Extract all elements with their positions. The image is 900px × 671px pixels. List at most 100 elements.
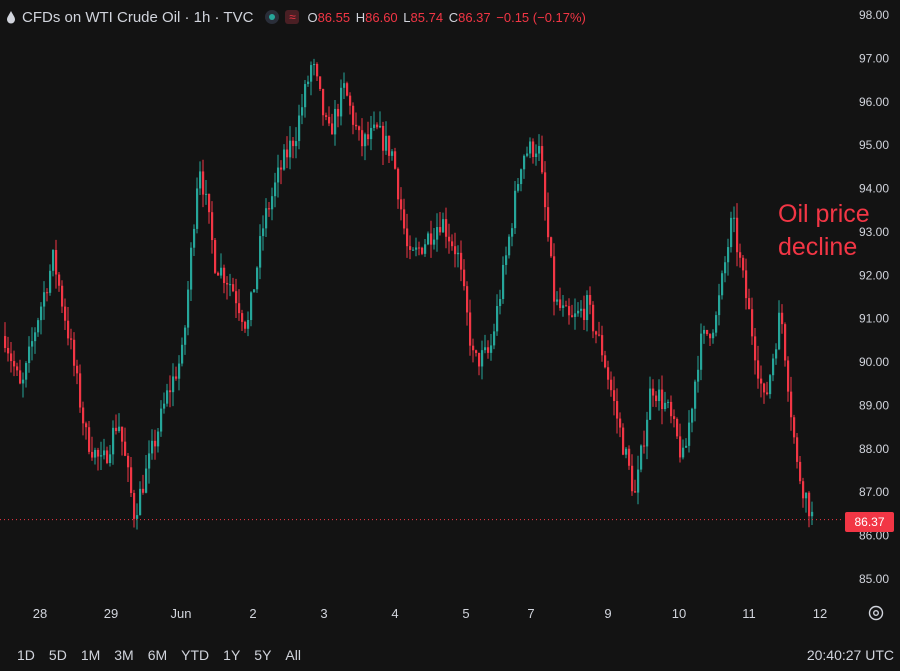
price-tick-label: 98.00 bbox=[859, 8, 889, 22]
candle-body bbox=[733, 217, 736, 219]
range-1m[interactable]: 1M bbox=[80, 646, 101, 663]
candle-body bbox=[673, 416, 676, 419]
range-5d[interactable]: 5D bbox=[48, 646, 67, 663]
candle-body bbox=[268, 208, 271, 210]
candle-body bbox=[148, 453, 151, 469]
range-1y[interactable]: 1Y bbox=[223, 646, 241, 663]
candle-body bbox=[157, 431, 160, 447]
candle-body bbox=[502, 264, 505, 300]
candle-body bbox=[379, 125, 382, 128]
gear-icon[interactable] bbox=[867, 604, 885, 622]
range-5y[interactable]: 5Y bbox=[254, 646, 272, 663]
candle-body bbox=[520, 169, 523, 185]
candle-body bbox=[43, 292, 46, 307]
candle-body bbox=[328, 116, 331, 124]
price-axis[interactable]: 98.00 97.00 96.00 95.00 94.00 93.00 92.00 91.00… bbox=[859, 8, 889, 586]
candle-body bbox=[340, 87, 343, 117]
candle-body bbox=[40, 306, 43, 321]
candle-body bbox=[637, 469, 640, 493]
candle-body bbox=[760, 378, 763, 384]
candle-body bbox=[394, 151, 397, 169]
candle-body bbox=[145, 468, 148, 493]
candle-body bbox=[202, 171, 205, 195]
candle-body bbox=[460, 252, 463, 270]
candle-body bbox=[625, 448, 628, 455]
candle-body bbox=[610, 379, 613, 391]
candle-body bbox=[703, 329, 706, 334]
time-tick-label: 7 bbox=[527, 606, 534, 621]
candle-body bbox=[79, 373, 82, 408]
range-all[interactable]: All bbox=[285, 646, 301, 663]
candle-body bbox=[397, 168, 400, 200]
candle-body bbox=[76, 365, 79, 374]
candle-body bbox=[319, 76, 322, 90]
candle-body bbox=[205, 193, 208, 195]
time-tick-label: 29 bbox=[104, 606, 118, 621]
symbol-title[interactable]: CFDs on WTI Crude Oil · 1h · TVC bbox=[22, 8, 254, 26]
candle-body bbox=[232, 284, 235, 292]
candle-body bbox=[361, 130, 364, 147]
candle-body bbox=[790, 391, 793, 418]
candle-body bbox=[175, 376, 178, 379]
candle-body bbox=[511, 228, 514, 237]
range-6m[interactable]: 6M bbox=[147, 646, 168, 663]
utc-clock[interactable]: 20:40:27 UTC bbox=[806, 647, 894, 663]
candle-body bbox=[373, 124, 376, 128]
range-1d[interactable]: 1D bbox=[17, 646, 35, 663]
candle-body bbox=[697, 369, 700, 382]
candle-body bbox=[370, 127, 373, 140]
candle-body bbox=[244, 321, 247, 329]
last-price-tag: 86.37 bbox=[845, 512, 894, 532]
candle-body bbox=[31, 341, 34, 347]
candle-body bbox=[52, 249, 55, 271]
ohlc-readout: O86.55 H86.60 L85.74 C86.37 −0.15 (−0.17… bbox=[307, 10, 587, 25]
wave-icon[interactable]: ≈ bbox=[285, 10, 300, 24]
candle-body bbox=[124, 441, 127, 456]
high-label: H bbox=[355, 9, 366, 25]
price-tick-label: 92.00 bbox=[859, 268, 889, 282]
candle-body bbox=[316, 63, 319, 77]
candle-body bbox=[799, 461, 802, 482]
candle-body bbox=[10, 353, 13, 362]
candle-body bbox=[538, 146, 541, 154]
candle-body bbox=[433, 239, 436, 245]
candle-body bbox=[73, 339, 76, 366]
candle-body bbox=[451, 241, 454, 247]
candle-body bbox=[778, 312, 781, 350]
range-3m[interactable]: 3M bbox=[114, 646, 134, 663]
candle-body bbox=[658, 389, 661, 402]
candle-body bbox=[325, 115, 328, 117]
candle-body bbox=[586, 295, 589, 321]
range-ytd[interactable]: YTD bbox=[181, 646, 210, 663]
time-axis[interactable]: 28 29 Jun 2 3 4 5 7 9 10 11 12 bbox=[33, 606, 827, 621]
status-dot-icon[interactable] bbox=[265, 10, 280, 24]
candle-body bbox=[100, 455, 103, 457]
candle-body bbox=[694, 381, 697, 409]
price-tick-label: 85.00 bbox=[859, 572, 889, 586]
candle-body bbox=[574, 313, 577, 317]
candle-body bbox=[82, 407, 85, 424]
candle-body bbox=[523, 155, 526, 170]
price-tick-label: 97.00 bbox=[859, 51, 889, 65]
candle-body bbox=[184, 327, 187, 345]
candle-body bbox=[595, 331, 598, 335]
candle-body bbox=[775, 349, 778, 359]
candle-body bbox=[745, 270, 748, 299]
candle-body bbox=[661, 389, 664, 410]
candle-body bbox=[454, 246, 457, 255]
chart-annotation: Oil price decline bbox=[778, 198, 870, 264]
candle-body bbox=[262, 228, 265, 237]
candle-body bbox=[757, 360, 760, 379]
candle-body bbox=[427, 233, 430, 245]
candle-body bbox=[70, 338, 73, 340]
candle-body bbox=[751, 309, 754, 337]
drop-icon[interactable] bbox=[6, 10, 16, 24]
candle-body bbox=[7, 347, 10, 354]
candle-body bbox=[403, 209, 406, 229]
candle-body bbox=[724, 262, 727, 274]
candle-body bbox=[208, 193, 211, 213]
price-tick-label: 86.00 bbox=[859, 529, 889, 543]
candle-body bbox=[169, 390, 172, 393]
candle-body bbox=[532, 141, 535, 158]
